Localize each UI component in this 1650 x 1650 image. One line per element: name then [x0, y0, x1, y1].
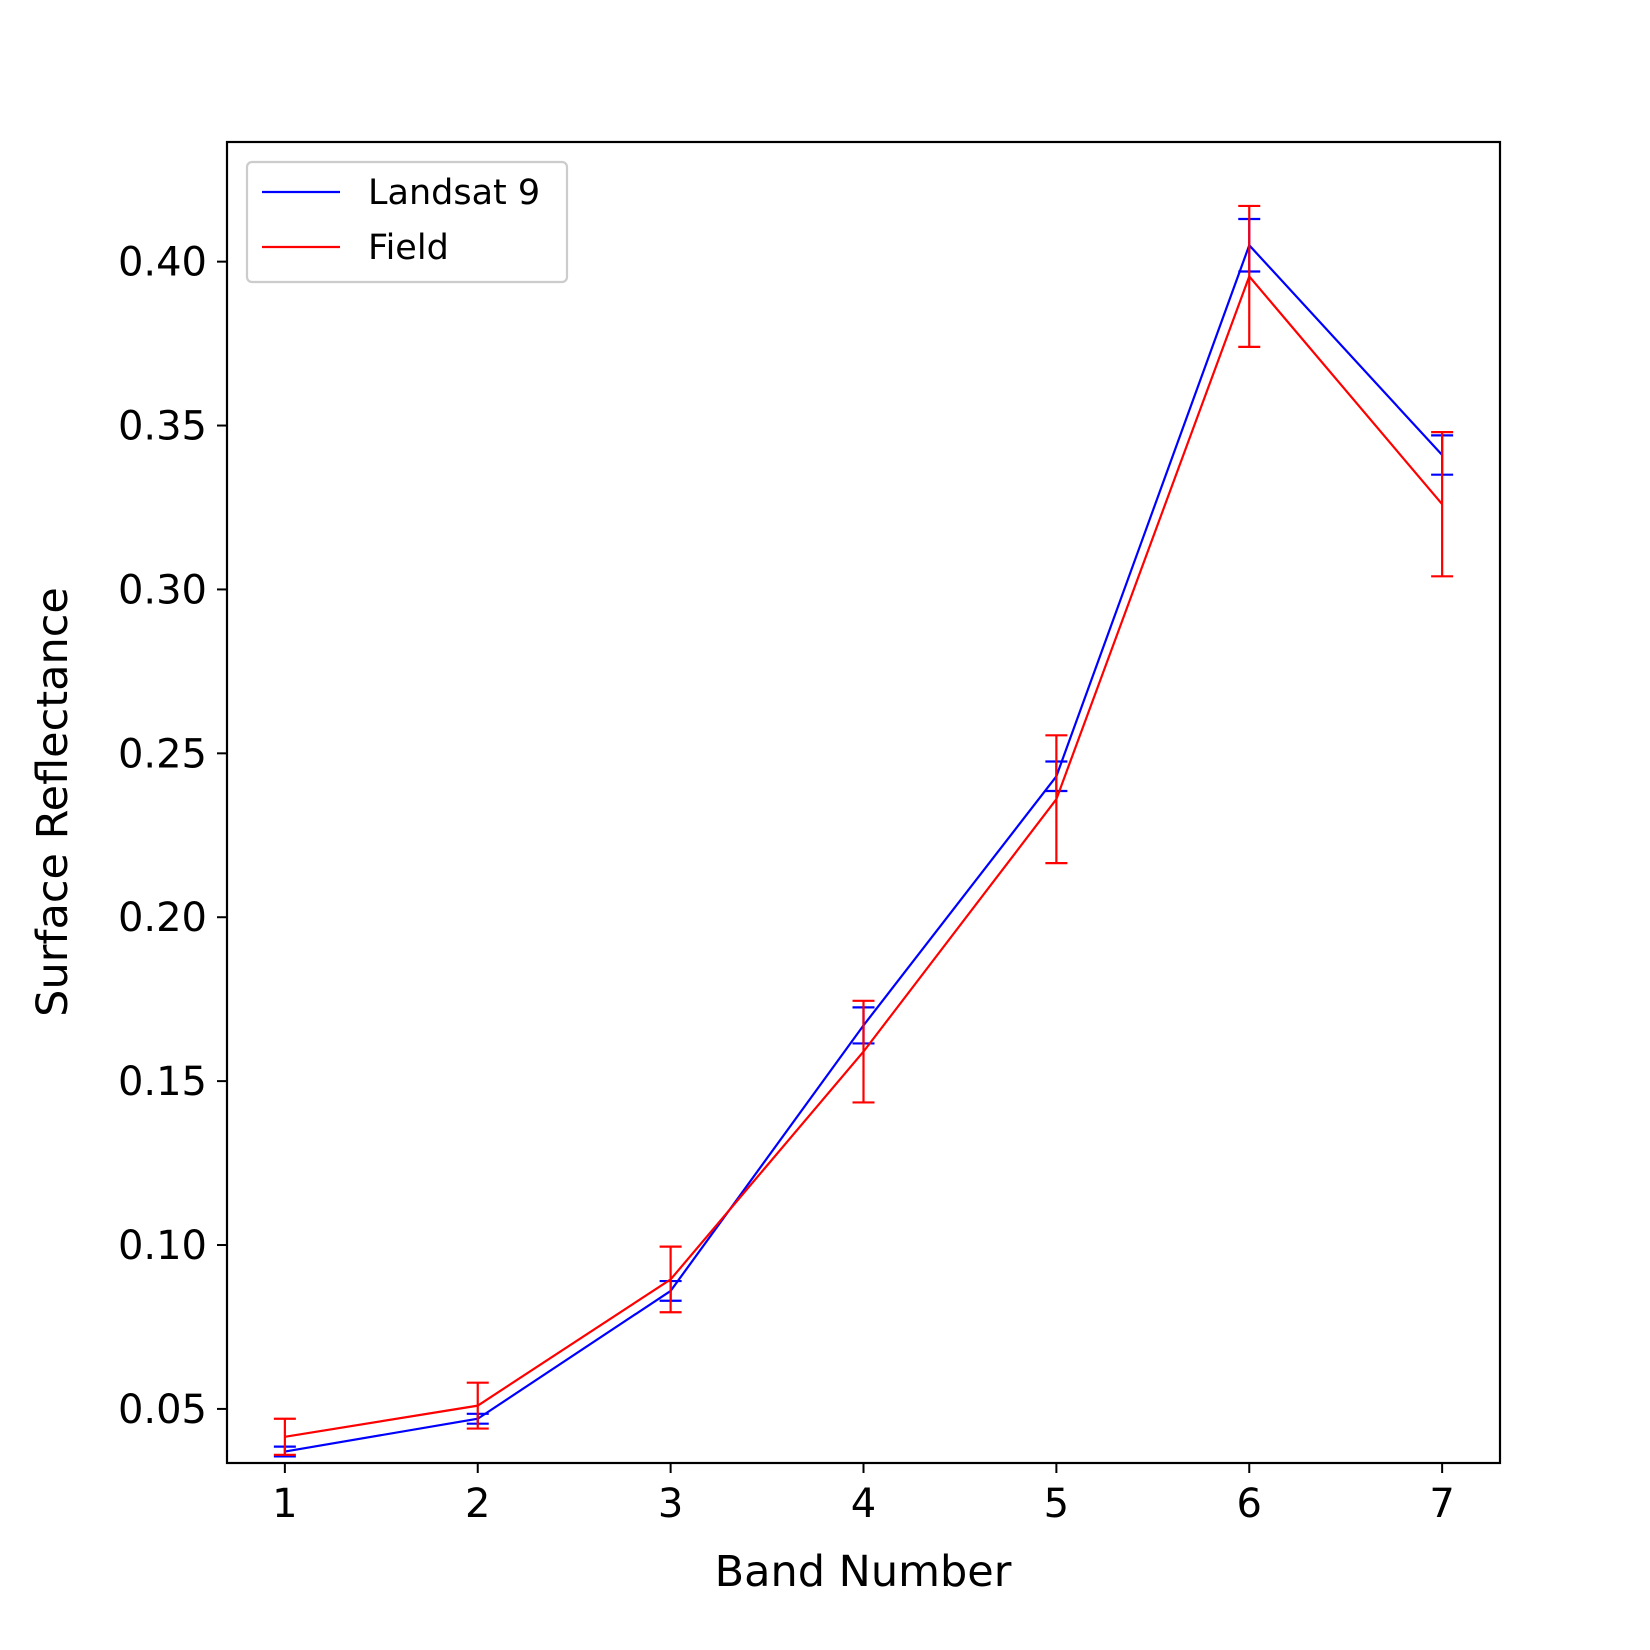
plot-frame — [225, 140, 1502, 1465]
error-bar-field — [852, 999, 875, 1104]
legend-label-field: Field — [368, 228, 449, 268]
y-tick-label: 0.20 — [118, 895, 207, 941]
series-line-landsat-9 — [284, 243, 1443, 1453]
error-bar-field — [273, 1417, 296, 1456]
x-tick-label: 7 — [1429, 1481, 1454, 1527]
x-axis: 1 2 3 4 5 6 7 — [272, 1463, 1455, 1527]
error-bar-field — [1238, 204, 1261, 348]
error-bar-field — [466, 1381, 489, 1430]
y-tick-label: 0.15 — [118, 1059, 207, 1105]
error-bar-field — [659, 1245, 682, 1314]
legend-label-landsat9: Landsat 9 — [368, 173, 540, 213]
x-axis-label: Band Number — [715, 1547, 1012, 1597]
y-axis: 0.05 0.10 0.15 0.20 0.25 0.30 0.35 0.40 — [118, 240, 227, 1433]
x-tick-label: 5 — [1044, 1481, 1069, 1527]
y-axis-label: Surface Reflectance — [28, 587, 78, 1017]
x-tick-label: 2 — [465, 1481, 490, 1527]
y-tick-label: 0.05 — [118, 1387, 207, 1433]
x-tick-label: 3 — [658, 1481, 683, 1527]
series-line-field — [284, 274, 1443, 1438]
legend: Landsat 9 Field — [245, 160, 569, 284]
y-tick-label: 0.10 — [118, 1223, 207, 1269]
x-tick-label: 1 — [272, 1481, 297, 1527]
x-tick-label: 4 — [851, 1481, 876, 1527]
error-bar-field — [1431, 430, 1454, 578]
error-bar-field — [1045, 734, 1068, 865]
y-tick-label: 0.35 — [118, 404, 207, 450]
y-tick-label: 0.25 — [118, 731, 207, 777]
y-tick-label: 0.30 — [118, 567, 207, 613]
y-tick-label: 0.40 — [118, 240, 207, 286]
series-layer — [273, 204, 1454, 1458]
x-tick-label: 6 — [1237, 1481, 1262, 1527]
